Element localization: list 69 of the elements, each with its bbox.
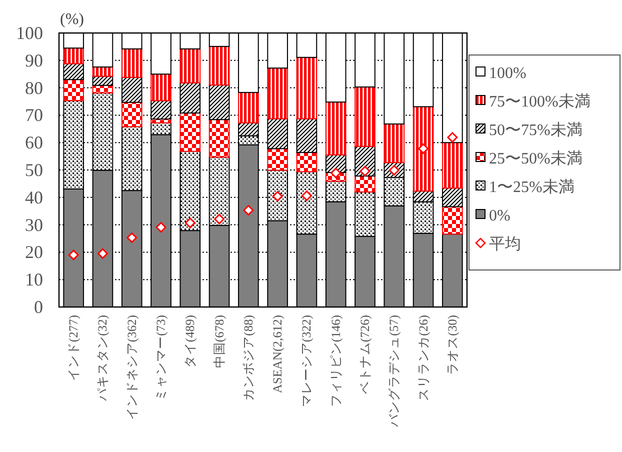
legend-label: 100%: [489, 65, 526, 82]
x-tick-label: バングラデシュ(57): [387, 315, 402, 428]
point: [97, 248, 108, 259]
y-tick-label: 50: [25, 160, 43, 180]
point: [272, 191, 283, 202]
y-tick-label: 90: [25, 50, 43, 70]
point: [447, 132, 458, 143]
bar: [354, 86, 376, 147]
point: [330, 168, 342, 178]
y-tick-label: 80: [25, 78, 43, 98]
bar: [412, 106, 434, 192]
x-tick-label: カンボジア(88): [241, 315, 256, 401]
point: [126, 232, 138, 243]
point: [243, 205, 254, 216]
point: [360, 166, 370, 176]
bar: [63, 79, 84, 102]
bar: [296, 56, 318, 120]
bar: [384, 123, 405, 164]
legend-label: 75〜100%未満: [489, 92, 590, 110]
point: [418, 143, 429, 154]
legend-label: 平均: [489, 236, 521, 253]
x-tick-label: 中国(678): [212, 315, 226, 368]
bar: [267, 148, 288, 171]
y-tick-label: 10: [25, 270, 43, 290]
y-axis-title: (%): [60, 11, 84, 28]
bar: [296, 152, 318, 172]
x-tick-label: ASEAN(2,612): [270, 315, 285, 394]
point: [184, 218, 196, 228]
bar: [238, 92, 259, 124]
bar: [208, 46, 230, 86]
legend-label: 1〜25%未満: [489, 178, 574, 196]
bar: [325, 102, 346, 156]
point: [68, 250, 79, 260]
x-tick-label: ミャンマー(73): [154, 315, 168, 401]
y-tick-label: 40: [25, 187, 43, 208]
point: [156, 222, 166, 233]
y-tick-label: 30: [25, 214, 43, 235]
x-tick-label: パキスタン(32): [96, 315, 110, 402]
bar: [150, 74, 172, 102]
legend-label: 25〜50%未満: [489, 150, 582, 168]
point: [301, 190, 312, 202]
y-tick-label: 70: [25, 105, 43, 126]
x-tick-label: ラオス(30): [445, 315, 460, 375]
bar: [354, 176, 376, 192]
x-tick-label: インドネシア(362): [124, 315, 139, 420]
bar: [63, 48, 84, 64]
legend-label: 0%: [489, 208, 510, 224]
x-tick-label: フィリピン(146): [328, 315, 343, 408]
bar: [208, 119, 230, 158]
bar: [92, 66, 114, 77]
x-tick-label: タイ(489): [183, 315, 198, 368]
y-tick-label: 0: [34, 297, 43, 317]
bar: [180, 112, 201, 152]
y-tick-label: 100: [16, 23, 43, 43]
bar: [63, 63, 84, 80]
bar: [442, 206, 463, 235]
bar: [180, 48, 201, 84]
bar: [267, 68, 288, 120]
bar: [121, 48, 142, 78]
point: [214, 214, 225, 224]
y-tick-label: 20: [25, 242, 43, 262]
y-tick-label: 60: [25, 132, 43, 153]
bar: [121, 102, 142, 128]
x-tick-label: マレーシア(322): [300, 315, 314, 408]
x-tick-label: インド(277): [66, 315, 81, 382]
x-tick-label: スリランカ(26): [416, 315, 430, 401]
bar: [442, 142, 463, 189]
x-tick-label: ベトナム(726): [358, 315, 372, 394]
legend-label: 50〜75%未満: [489, 121, 582, 139]
